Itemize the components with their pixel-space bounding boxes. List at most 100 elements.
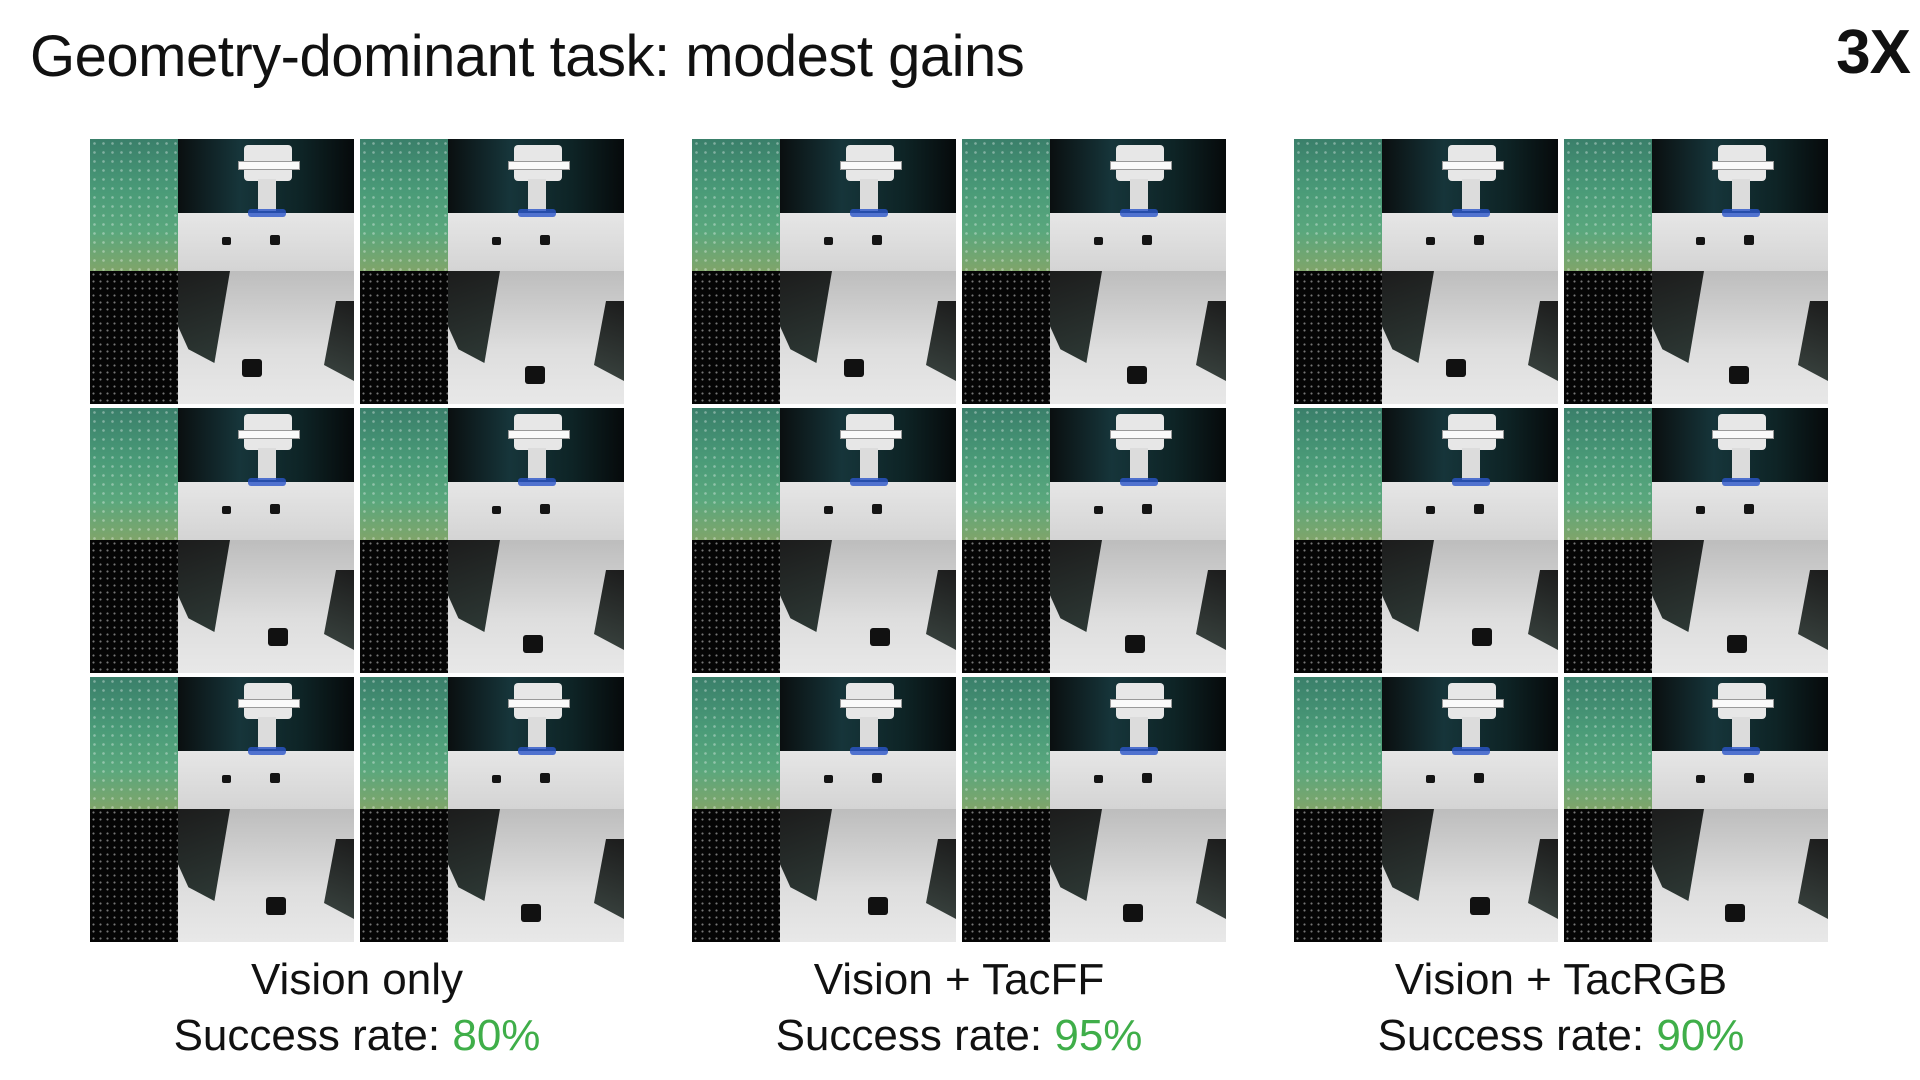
episode-video — [90, 139, 354, 404]
front-camera-image — [1050, 677, 1226, 809]
wrist-camera-image — [178, 540, 354, 673]
front-camera-image — [1652, 677, 1828, 809]
tactile-force-field-image — [962, 809, 1050, 942]
wrist-camera-image — [1050, 271, 1226, 404]
tactile-force-field-image — [962, 540, 1050, 673]
wrist-camera-image — [448, 540, 624, 673]
tactile-force-field-image — [692, 271, 780, 404]
method-vision-tacff: Vision + TacFF Success rate: 95% — [692, 139, 1226, 1064]
front-camera-image — [780, 139, 956, 271]
tactile-force-field-image — [1564, 540, 1652, 673]
tactile-rgb-image — [692, 139, 780, 271]
front-camera-image — [780, 408, 956, 540]
wrist-camera-image — [1050, 809, 1226, 942]
wrist-camera-image — [780, 271, 956, 404]
playback-speed-badge: 3X — [1836, 18, 1911, 87]
tactile-rgb-image — [1294, 408, 1382, 540]
episode-video — [692, 677, 956, 942]
front-camera-image — [178, 677, 354, 809]
tactile-rgb-image — [692, 408, 780, 540]
tactile-rgb-image — [1564, 139, 1652, 271]
slide-title: Geometry-dominant task: modest gains — [30, 24, 1025, 89]
tactile-force-field-image — [90, 809, 178, 942]
episode-video — [1294, 677, 1558, 942]
front-camera-image — [1382, 408, 1558, 540]
tactile-rgb-image — [1294, 139, 1382, 271]
tactile-force-field-image — [90, 540, 178, 673]
tactile-force-field-image — [360, 540, 448, 673]
tactile-force-field-image — [1294, 540, 1382, 673]
tactile-force-field-image — [1294, 809, 1382, 942]
tactile-rgb-image — [1294, 677, 1382, 809]
episode-video — [962, 408, 1226, 673]
method-caption: Vision + TacFF Success rate: 95% — [692, 952, 1226, 1064]
success-rate-value: 95% — [1054, 1011, 1143, 1060]
tactile-rgb-image — [962, 408, 1050, 540]
front-camera-image — [780, 677, 956, 809]
front-camera-image — [448, 139, 624, 271]
wrist-camera-image — [1050, 540, 1226, 673]
tactile-rgb-image — [1564, 408, 1652, 540]
front-camera-image — [1652, 408, 1828, 540]
front-camera-image — [1050, 408, 1226, 540]
method-caption: Vision + TacRGB Success rate: 90% — [1294, 952, 1828, 1064]
episode-video — [90, 408, 354, 673]
tactile-rgb-image — [90, 139, 178, 271]
episode-video — [692, 139, 956, 404]
wrist-camera-image — [780, 809, 956, 942]
tactile-force-field-image — [1564, 271, 1652, 404]
wrist-camera-image — [1652, 540, 1828, 673]
tactile-rgb-image — [962, 677, 1050, 809]
episode-video-grid — [90, 139, 624, 942]
front-camera-image — [1050, 139, 1226, 271]
wrist-camera-image — [178, 271, 354, 404]
tactile-rgb-image — [90, 408, 178, 540]
tactile-rgb-image — [1564, 677, 1652, 809]
episode-video — [962, 139, 1226, 404]
front-camera-image — [448, 408, 624, 540]
tactile-force-field-image — [1564, 809, 1652, 942]
episode-video-grid — [1294, 139, 1828, 942]
wrist-camera-image — [178, 809, 354, 942]
episode-video — [962, 677, 1226, 942]
wrist-camera-image — [1382, 271, 1558, 404]
tactile-rgb-image — [360, 408, 448, 540]
episode-video — [1294, 408, 1558, 673]
tactile-rgb-image — [90, 677, 178, 809]
tactile-force-field-image — [1294, 271, 1382, 404]
success-rate-label: Success rate: — [173, 1011, 453, 1060]
wrist-camera-image — [1382, 540, 1558, 673]
episode-video — [360, 139, 624, 404]
wrist-camera-image — [448, 809, 624, 942]
front-camera-image — [178, 139, 354, 271]
episode-video — [1564, 139, 1828, 404]
method-caption: Vision only Success rate: 80% — [90, 952, 624, 1064]
episode-video — [1564, 408, 1828, 673]
success-rate-label: Success rate: — [775, 1011, 1055, 1060]
episode-video — [1564, 677, 1828, 942]
front-camera-image — [1382, 139, 1558, 271]
front-camera-image — [1652, 139, 1828, 271]
success-rate-value: 80% — [452, 1011, 541, 1060]
tactile-force-field-image — [962, 271, 1050, 404]
wrist-camera-image — [1652, 809, 1828, 942]
front-camera-image — [178, 408, 354, 540]
episode-video — [360, 408, 624, 673]
tactile-rgb-image — [962, 139, 1050, 271]
method-name: Vision + TacFF — [813, 955, 1105, 1004]
success-rate-label: Success rate: — [1377, 1011, 1657, 1060]
success-rate: Success rate: 90% — [1294, 1008, 1828, 1064]
front-camera-image — [448, 677, 624, 809]
success-rate-value: 90% — [1656, 1011, 1745, 1060]
episode-video — [90, 677, 354, 942]
tactile-force-field-image — [360, 809, 448, 942]
method-vision-only: Vision only Success rate: 80% — [90, 139, 624, 1064]
front-camera-image — [1382, 677, 1558, 809]
wrist-camera-image — [1382, 809, 1558, 942]
method-vision-tacrgb: Vision + TacRGB Success rate: 90% — [1294, 139, 1828, 1064]
wrist-camera-image — [780, 540, 956, 673]
tactile-rgb-image — [692, 677, 780, 809]
episode-video — [1294, 139, 1558, 404]
success-rate: Success rate: 80% — [90, 1008, 624, 1064]
success-rate: Success rate: 95% — [692, 1008, 1226, 1064]
